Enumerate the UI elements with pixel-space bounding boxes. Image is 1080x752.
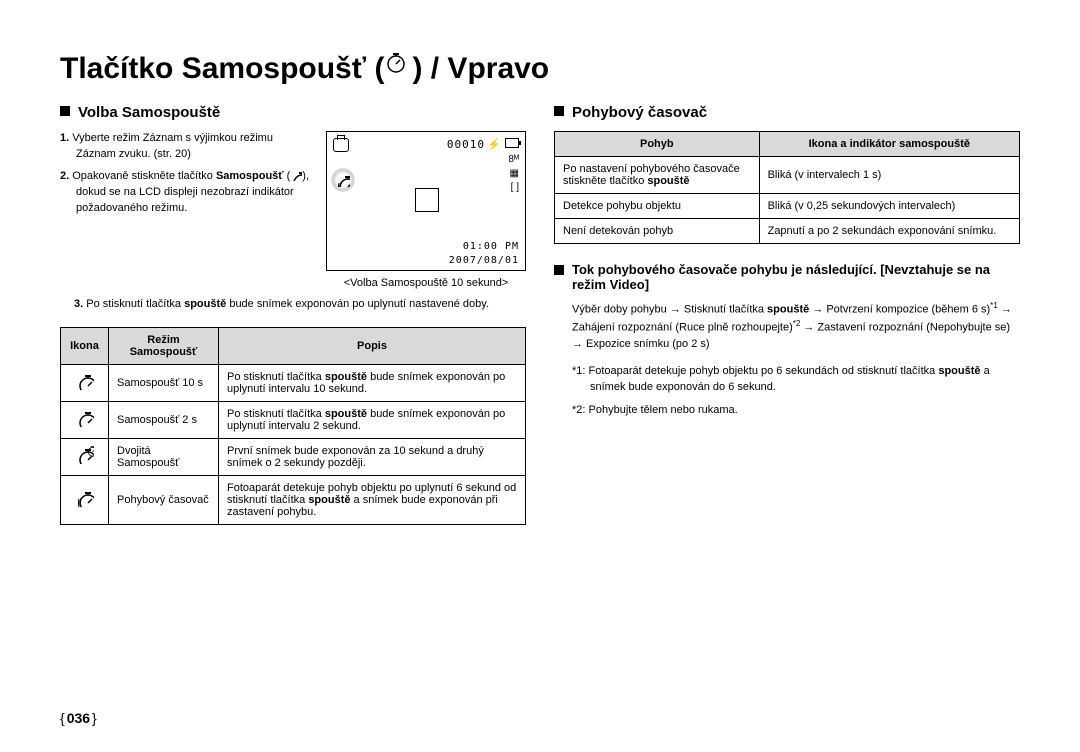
th-mode: Režim Samospoušť [109, 327, 219, 364]
desc-cell: Fotoaparát detekuje pohyb objektu po upl… [219, 475, 526, 524]
right-column: Pohybový časovač Pohyb Ikona a indikátor… [554, 104, 1020, 525]
desc-cell: Po stisknutí tlačítka spouště bude sníme… [219, 401, 526, 438]
left-heading: Volba Samospouště [60, 104, 526, 121]
mode-cell: Dvojitá Samospoušť [109, 438, 219, 475]
lcd-caption: <Volba Samospouště 10 sekund> [326, 277, 526, 289]
move-cell: Detekce pohybu objektu [555, 194, 760, 219]
table-row: Po nastavení pohybového časovače stiskně… [555, 157, 1020, 194]
focus-area-icon: [ ] [511, 182, 519, 193]
th-move: Pohyb [555, 132, 760, 157]
note-1: *1: Fotoaparát detekuje pohyb objektu po… [572, 363, 1020, 396]
table-row: Samospoušť 2 s Po stisknutí tlačítka spo… [61, 401, 526, 438]
flow-heading: Tok pohybového časovače pohybu je násled… [554, 262, 1020, 292]
desc-cell: První snímek bude exponován za 10 sekund… [219, 438, 526, 475]
table-row: Pohybový časovač Fotoaparát detekuje poh… [61, 475, 526, 524]
move-cell: Není detekován pohyb [555, 219, 760, 244]
mode-icon-cell [61, 475, 109, 524]
motion-table: Pohyb Ikona a indikátor samospouště Po n… [554, 131, 1020, 244]
mode-icon-cell [61, 438, 109, 475]
timer-motion-icon [336, 173, 350, 187]
mode-icon-cell [61, 401, 109, 438]
modes-table: Ikona Režim Samospoušť Popis Samospoušť … [60, 327, 526, 525]
timer-motion-icon [76, 489, 94, 507]
timer-icon [384, 50, 412, 78]
battery-icon [505, 138, 519, 148]
timer-2s-icon [76, 409, 94, 427]
page-number: 036 [60, 710, 97, 726]
page-title: Tlačítko Samospoušť ( ) / Vpravo [60, 50, 1020, 86]
th-desc: Popis [219, 327, 526, 364]
notes: *1: Fotoaparát detekuje pohyb objektu po… [572, 363, 1020, 419]
move-cell: Po nastavení pohybového časovače stiskně… [555, 157, 760, 194]
lcd-counter: 00010 [447, 138, 485, 151]
left-column: Volba Samospouště 1. Vyberte režim Zázna… [60, 104, 526, 525]
table-row: Samospoušť 10 s Po stisknutí tlačítka sp… [61, 364, 526, 401]
title-suffix: ) / Vpravo [412, 52, 549, 85]
camera-mode-icon [333, 138, 349, 152]
lcd-preview: 00010 ⚡ 8ᴹ ▦ [ ] 01:00 PM 2007/08/01 <Vo… [326, 131, 526, 289]
right-heading: Pohybový časovač [554, 104, 1020, 121]
timer-icon [290, 169, 302, 181]
timer-double-icon [76, 446, 94, 464]
title-prefix: Tlačítko Samospoušť ( [60, 52, 384, 85]
mode-cell: Samospoušť 10 s [109, 364, 219, 401]
timer-10s-icon [76, 372, 94, 390]
note-2: *2: Pohybujte tělem nebo rukama. [572, 402, 1020, 419]
step-1: 1. Vyberte režim Záznam s výjimkou režim… [60, 131, 314, 163]
lcd-time: 01:00 PM [463, 241, 519, 252]
step-3: 3. Po stisknutí tlačítka spouště bude sn… [60, 297, 526, 313]
th-icon: Ikona [61, 327, 109, 364]
heading-bullet-icon [554, 106, 564, 116]
indicator-cell: Bliká (v 0,25 sekundových intervalech) [759, 194, 1019, 219]
quality-icon: ▦ [510, 168, 519, 179]
desc-cell: Po stisknutí tlačítka spouště bude sníme… [219, 364, 526, 401]
indicator-cell: Zapnutí a po 2 sekundách exponování sním… [759, 219, 1019, 244]
lcd-date: 2007/08/01 [449, 255, 519, 266]
table-row: Detekce pohybu objektu Bliká (v 0,25 sek… [555, 194, 1020, 219]
resolution-icon: 8ᴹ [508, 154, 519, 165]
heading-bullet-icon [554, 265, 564, 275]
mode-cell: Samospoušť 2 s [109, 401, 219, 438]
step-2: 2. Opakovaně stiskněte tlačítko Samospou… [60, 169, 314, 217]
lcd-screen: 00010 ⚡ 8ᴹ ▦ [ ] 01:00 PM 2007/08/01 [326, 131, 526, 271]
mode-icon-cell [61, 364, 109, 401]
mode-cell: Pohybový časovač [109, 475, 219, 524]
th-indicator: Ikona a indikátor samospouště [759, 132, 1019, 157]
indicator-cell: Bliká (v intervalech 1 s) [759, 157, 1019, 194]
flow-text: Výběr doby pohybu → Stisknutí tlačítka s… [572, 300, 1020, 353]
steps-list: 1. Vyberte režim Záznam s výjimkou režim… [60, 131, 314, 223]
heading-bullet-icon [60, 106, 70, 116]
timer-highlight-icon [331, 168, 355, 192]
page: Tlačítko Samospoušť ( ) / Vpravo Volba Sa… [0, 0, 1080, 752]
af-frame-icon [415, 188, 439, 212]
table-row: Dvojitá Samospoušť První snímek bude exp… [61, 438, 526, 475]
table-row: Není detekován pohyb Zapnutí a po 2 seku… [555, 219, 1020, 244]
flash-icon: ⚡ [487, 138, 501, 151]
